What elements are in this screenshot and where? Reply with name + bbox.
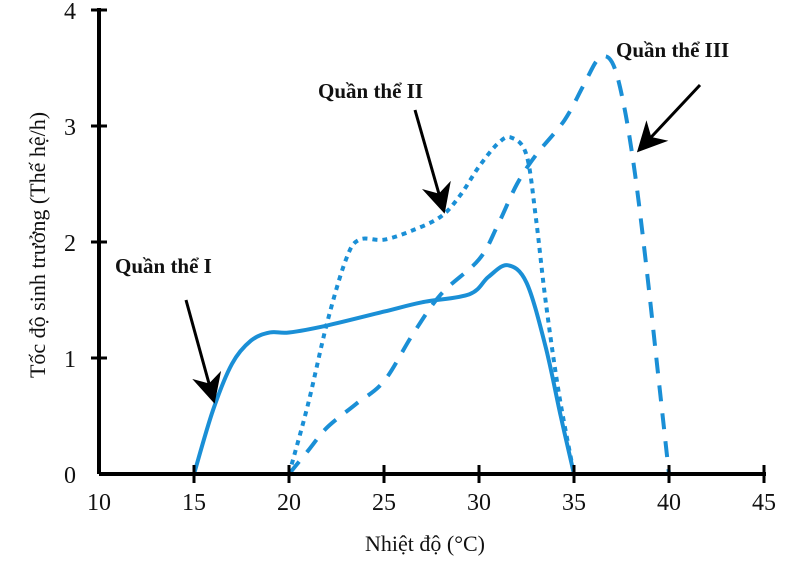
x-tick-label: 35 bbox=[562, 490, 586, 516]
annotation-label-population-3: Quần thể III bbox=[616, 38, 729, 62]
x-tick-label: 40 bbox=[657, 490, 681, 516]
y-tick-label: 1 bbox=[64, 347, 76, 373]
annotation-arrow-population-3 bbox=[636, 83, 702, 153]
x-axis-title: Nhiệt độ (°C) bbox=[365, 531, 485, 556]
x-tick-label: 15 bbox=[182, 490, 206, 516]
annotation-label-population-2: Quần thể II bbox=[318, 79, 423, 103]
x-tick-label: 20 bbox=[277, 490, 301, 516]
ticks: 10 15 20 25 30 35 40 45 0 1 2 3 4 bbox=[64, 0, 776, 516]
series-layer bbox=[192, 54, 671, 476]
y-tick-label: 4 bbox=[64, 0, 76, 25]
annotations: Quần thể I Quần thể II Quần thể III bbox=[115, 38, 729, 404]
series-line-population-2 bbox=[287, 135, 576, 475]
axes bbox=[97, 8, 766, 476]
y-axis-title: Tốc độ sinh trưởng (Thế hệ/h) bbox=[25, 112, 50, 378]
annotation-label-population-1: Quần thể I bbox=[115, 254, 212, 278]
x-tick-label: 10 bbox=[87, 490, 111, 516]
annotation-arrow-population-1 bbox=[184, 299, 222, 404]
x-tick-label: 25 bbox=[372, 490, 396, 516]
annotation-arrow-population-2 bbox=[413, 109, 451, 214]
y-tick-label: 3 bbox=[64, 115, 76, 141]
x-tick-label: 30 bbox=[467, 490, 491, 516]
y-tick-label: 2 bbox=[64, 231, 76, 257]
y-tick-label: 0 bbox=[64, 463, 76, 489]
x-tick-label: 45 bbox=[752, 490, 776, 516]
series-line-population-1 bbox=[192, 263, 576, 475]
series-line-population-3 bbox=[287, 54, 671, 476]
